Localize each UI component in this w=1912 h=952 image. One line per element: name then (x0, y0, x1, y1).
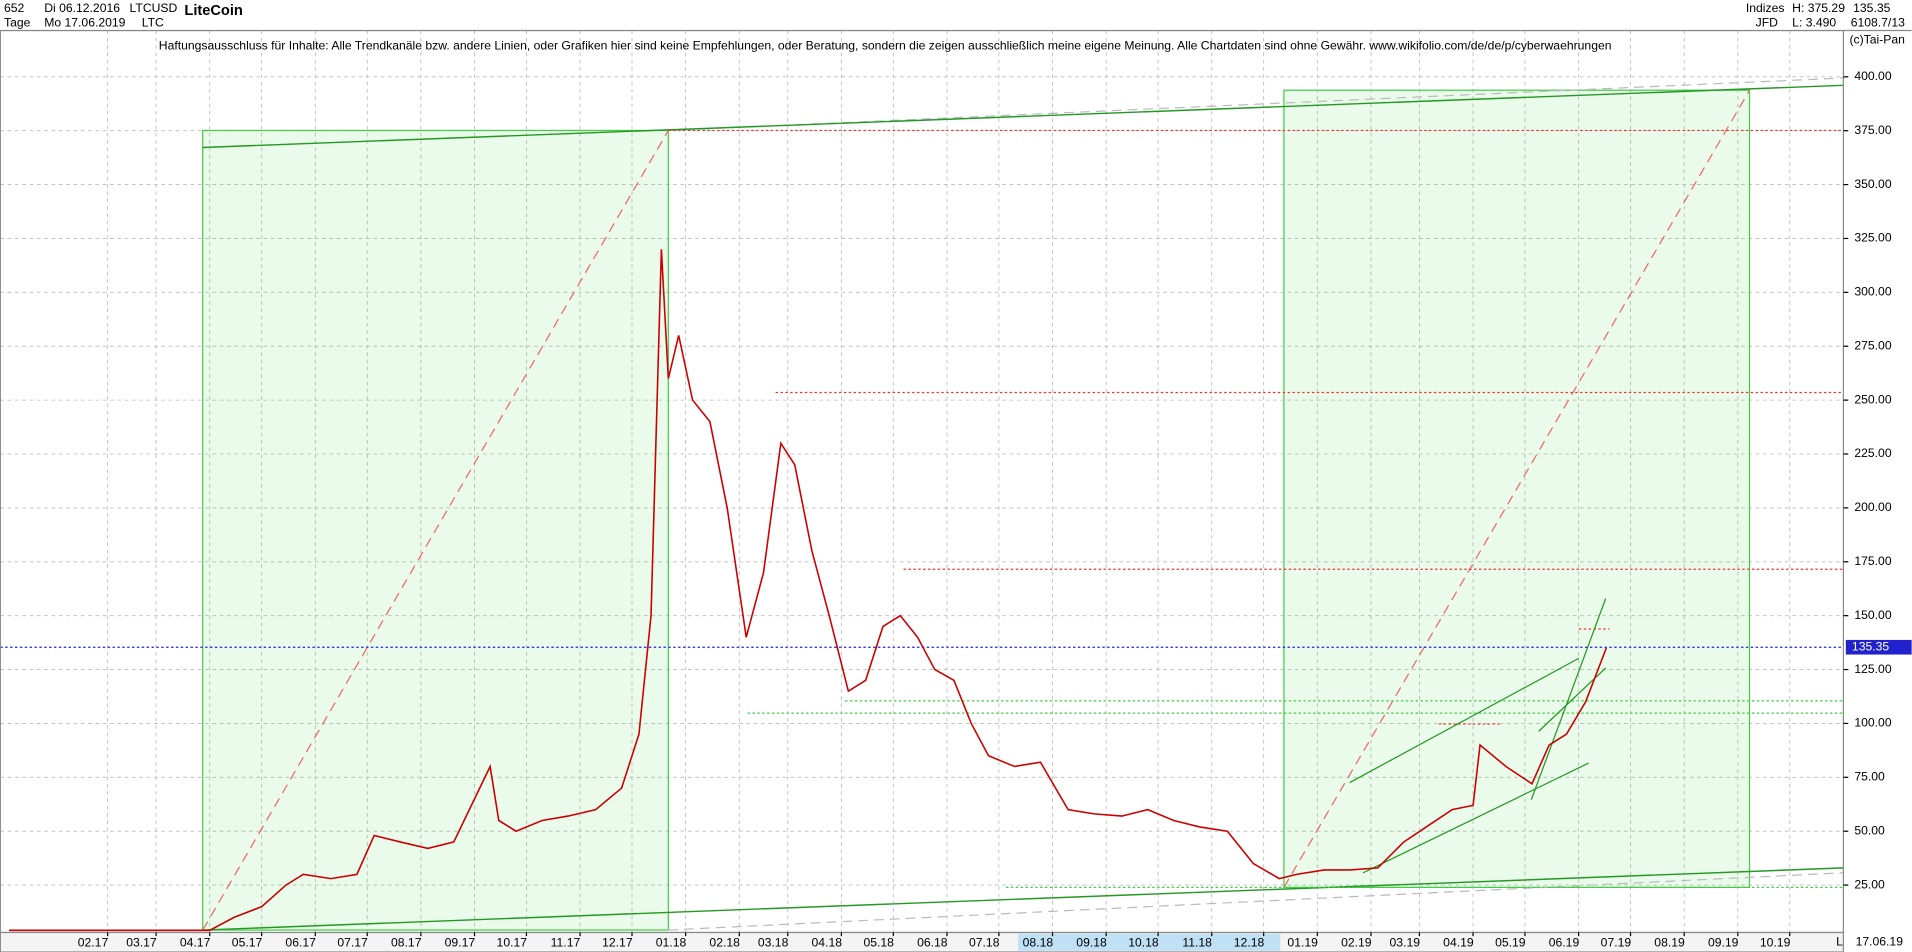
y-tick-label: 100.00 (1854, 716, 1891, 730)
x-tick-label: 12.18 (1234, 936, 1265, 950)
corner-label: L (1836, 934, 1843, 948)
x-tick-label: 03.17 (126, 936, 157, 950)
x-tick-label: 11.17 (551, 936, 581, 950)
x-tick-label: 06.19 (1549, 936, 1580, 950)
x-tick-label: 10.18 (1128, 936, 1159, 950)
y-tick-label: 225.00 (1854, 446, 1891, 460)
symbol: LTCUSD (130, 1, 178, 15)
version: 6108.7/13 (1851, 15, 1905, 29)
x-tick-label: 10.17 (497, 936, 528, 950)
y-tick-label: 125.00 (1854, 662, 1891, 676)
x-tick-label: 09.19 (1708, 936, 1739, 950)
y-tick-label: 300.00 (1854, 285, 1891, 299)
x-tick-label: 03.18 (758, 936, 789, 950)
y-tick-label: 275.00 (1854, 338, 1891, 352)
x-tick-label: 06.18 (917, 936, 948, 950)
x-tick-label: 05.18 (863, 936, 894, 950)
y-tick-label: 350.00 (1854, 177, 1891, 191)
end-date-label: 17.06.19 (1856, 934, 1904, 948)
x-tick-label: 09.17 (445, 936, 476, 950)
trend-line (202, 84, 1844, 149)
x-tick-label: 07.18 (969, 936, 1000, 950)
x-tick-label: 04.18 (812, 936, 843, 950)
x-tick-label: 12.17 (602, 936, 633, 950)
y-tick-label: 200.00 (1854, 500, 1891, 514)
x-tick-label: 02.17 (78, 936, 109, 950)
x-tick-label: 06.17 (285, 936, 316, 950)
currency: LTC (142, 15, 164, 29)
disclaimer: Haftungsausschluss für Inhalte: Alle Tre… (159, 39, 1612, 53)
y-tick-label: 25.00 (1854, 877, 1885, 891)
x-tick-label: 04.17 (180, 936, 211, 950)
last: 135.35 (1853, 1, 1890, 15)
x-tick-label: 08.18 (1023, 936, 1054, 950)
y-tick-label: 175.00 (1854, 554, 1891, 568)
x-tick-label: 03.19 (1390, 936, 1421, 950)
x-tick-label: 05.19 (1495, 936, 1526, 950)
gray-dashed (668, 872, 1844, 931)
y-axis: 25.00 50.00 75.00 100.00 125.00 150.00 175.00 2… (1843, 69, 1892, 891)
y-tick-label: 150.00 (1854, 608, 1891, 622)
x-tick-label: 01.18 (656, 936, 687, 950)
source: JFD (1756, 15, 1779, 29)
channel-line (1362, 762, 1589, 874)
header-bar (0, 0, 1912, 31)
y-tick-label: 400.00 (1854, 69, 1891, 83)
x-tick-label: 07.17 (337, 936, 368, 950)
x-tick-label: 05.17 (232, 936, 263, 950)
start-date: Di 06.12.2016 (44, 1, 120, 15)
chart-title: LiteCoin (184, 3, 243, 19)
x-tick-label: 02.19 (1341, 936, 1372, 950)
trend-line (202, 867, 1844, 931)
channel-line (1530, 598, 1607, 800)
gray-dashed (668, 77, 1844, 132)
x-tick-label: 07.19 (1601, 936, 1632, 950)
count[interactable]: 652 (4, 1, 25, 15)
end-date: Mo 17.06.2019 (44, 15, 125, 29)
red-dashed (202, 130, 669, 931)
y-tick-label: 50.00 (1854, 823, 1885, 837)
x-axis-highlight (1018, 933, 1281, 951)
x-tick-label: 02.18 (709, 936, 740, 950)
y-tick-label: 325.00 (1854, 231, 1891, 245)
low: L: 3.490 (1792, 15, 1836, 29)
x-tick-label: 11.18 (1182, 936, 1212, 950)
x-axis: 02.17 03.17 04.17 05.17 06.17 07.17 08.17 09.17… (78, 932, 1791, 950)
x-tick-label: 09.18 (1076, 936, 1107, 950)
last-price-label: 135.35 (1852, 639, 1889, 653)
x-tick-label: 08.19 (1654, 936, 1685, 950)
group: Indizes (1746, 1, 1785, 15)
red-dashed (1283, 89, 1751, 888)
price-line (8, 249, 1608, 932)
y-tick-label: 250.00 (1854, 392, 1891, 406)
plot: 135.35 (0, 249, 1912, 932)
x-tick-label: 04.19 (1443, 936, 1474, 950)
y-tick-label: 375.00 (1854, 123, 1891, 137)
x-tick-label: 08.17 (391, 936, 422, 950)
annotations (202, 77, 1844, 931)
channel-line (1349, 657, 1580, 784)
y-tick-label: 75.00 (1854, 770, 1885, 784)
last-price-box (1845, 639, 1912, 655)
x-tick-label: 10.19 (1760, 936, 1791, 950)
period[interactable]: Tage (4, 15, 31, 29)
x-tick-label: 01.19 (1287, 936, 1318, 950)
copyright: (c)Tai-Pan (1849, 32, 1904, 46)
high: H: 375.29 (1792, 1, 1845, 15)
